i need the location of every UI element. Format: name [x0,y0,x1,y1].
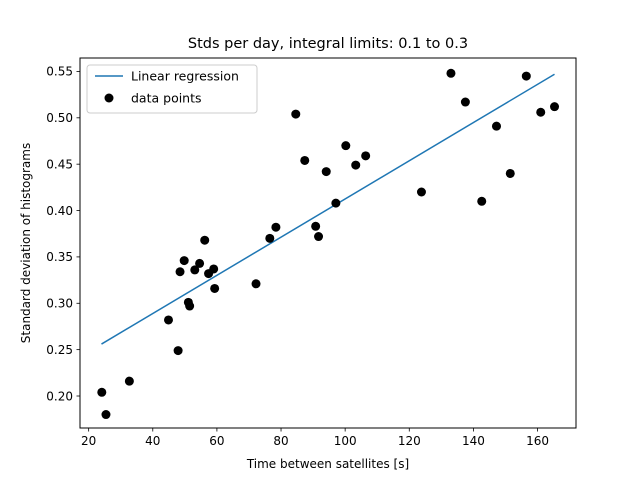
data-point [536,107,546,117]
data-point [446,68,456,78]
data-point [491,121,501,131]
data-point [351,160,361,170]
data-point [97,387,107,397]
data-point [210,283,220,293]
data-point [505,168,515,178]
data-point [331,198,341,208]
x-tick-label: 140 [462,434,485,448]
x-tick-label: 40 [145,434,160,448]
data-point [300,155,310,165]
data-point [321,167,331,177]
chart-title: Stds per day, integral limits: 0.1 to 0.… [188,36,468,52]
data-point [195,258,205,268]
y-tick-label: 0.25 [46,343,73,357]
data-point [271,222,281,232]
data-point [314,232,324,242]
legend-label-regression: Linear regression [131,69,239,84]
data-point [200,235,210,245]
x-tick-label: 20 [81,434,96,448]
data-point [265,233,275,243]
y-tick-label: 0.45 [46,157,73,171]
data-point [361,151,371,161]
data-point [163,315,173,325]
data-point [175,267,185,277]
data-point [173,346,183,356]
x-axis-label: Time between satellites [s] [246,457,409,471]
data-point [311,221,321,231]
data-point [521,71,531,81]
y-tick-label: 0.20 [46,389,73,403]
data-point [179,256,189,266]
x-axis: 20 40 60 80 100 120 140 160 [81,428,549,448]
y-tick-label: 0.55 [46,65,73,79]
data-point [101,410,111,420]
x-tick-label: 100 [334,434,357,448]
y-axis-label: Standard deviation of histograms [19,143,33,343]
legend-point-swatch [104,93,114,103]
y-tick-label: 0.40 [46,204,73,218]
plot-marks [97,68,560,420]
y-tick-label: 0.35 [46,250,73,264]
data-point [416,187,426,197]
y-tick-label: 0.50 [46,111,73,125]
data-point [460,97,470,107]
data-point [550,102,560,112]
legend-box [86,64,258,114]
data-point [209,264,219,274]
data-point [190,265,200,275]
data-point [124,376,134,386]
data-point [291,109,301,119]
x-tick-label: 120 [398,434,421,448]
data-point [341,141,351,151]
data-point [251,279,261,289]
data-point [477,196,487,206]
y-axis: 0.20 0.25 0.30 0.35 0.40 0.45 0.50 0.55 [46,65,80,403]
legend-label-points: data points [131,91,202,106]
plot-area [79,57,577,429]
x-tick-label: 60 [209,434,224,448]
data-point [185,301,195,311]
x-tick-label: 80 [273,434,288,448]
y-tick-label: 0.30 [46,297,73,311]
legend: Linear regression data points [86,64,258,114]
regression-line [101,73,555,345]
x-tick-label: 160 [526,434,549,448]
